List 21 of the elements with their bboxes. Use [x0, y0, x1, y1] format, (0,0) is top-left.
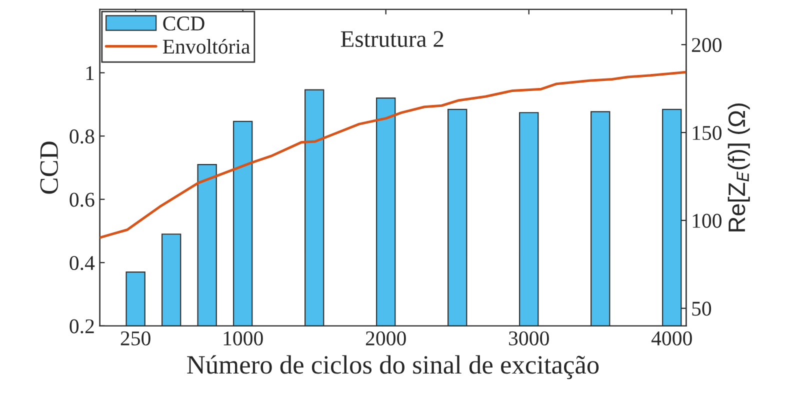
- legend-label: CCD: [163, 16, 204, 31]
- x-tick-label: 3000: [509, 331, 549, 346]
- line-series: [100, 70, 686, 239]
- y-tick-label: 0.2: [70, 319, 94, 334]
- y-tick-label: 0.4: [70, 256, 95, 270]
- y-tick-label: 1: [86, 66, 94, 80]
- x-tick-label: 1000: [224, 331, 263, 346]
- x-tick-label: 250: [120, 331, 150, 346]
- text: Estrutura 2: [340, 31, 444, 48]
- x-tick-label: 4000: [651, 331, 692, 346]
- y-axis-title: CCD: [40, 142, 58, 194]
- y-tick-label: 0.6: [70, 192, 94, 207]
- y2-tick-label: 50: [692, 302, 712, 316]
- x-axis-title: Número de ciclos do sinal de excitação: [187, 355, 599, 380]
- y2-tick-label: 200: [692, 38, 722, 52]
- y2-tick-label: 100: [692, 214, 722, 228]
- y-tick-label: 0.8: [70, 129, 94, 144]
- legend-label: Envoltória: [162, 39, 250, 54]
- y2-tick-label: 150: [692, 126, 722, 140]
- x-tick-label: 2000: [366, 331, 406, 346]
- y2-axis-title: Re[Z$_{E}$(f)] (Ω): [728, 104, 750, 232]
